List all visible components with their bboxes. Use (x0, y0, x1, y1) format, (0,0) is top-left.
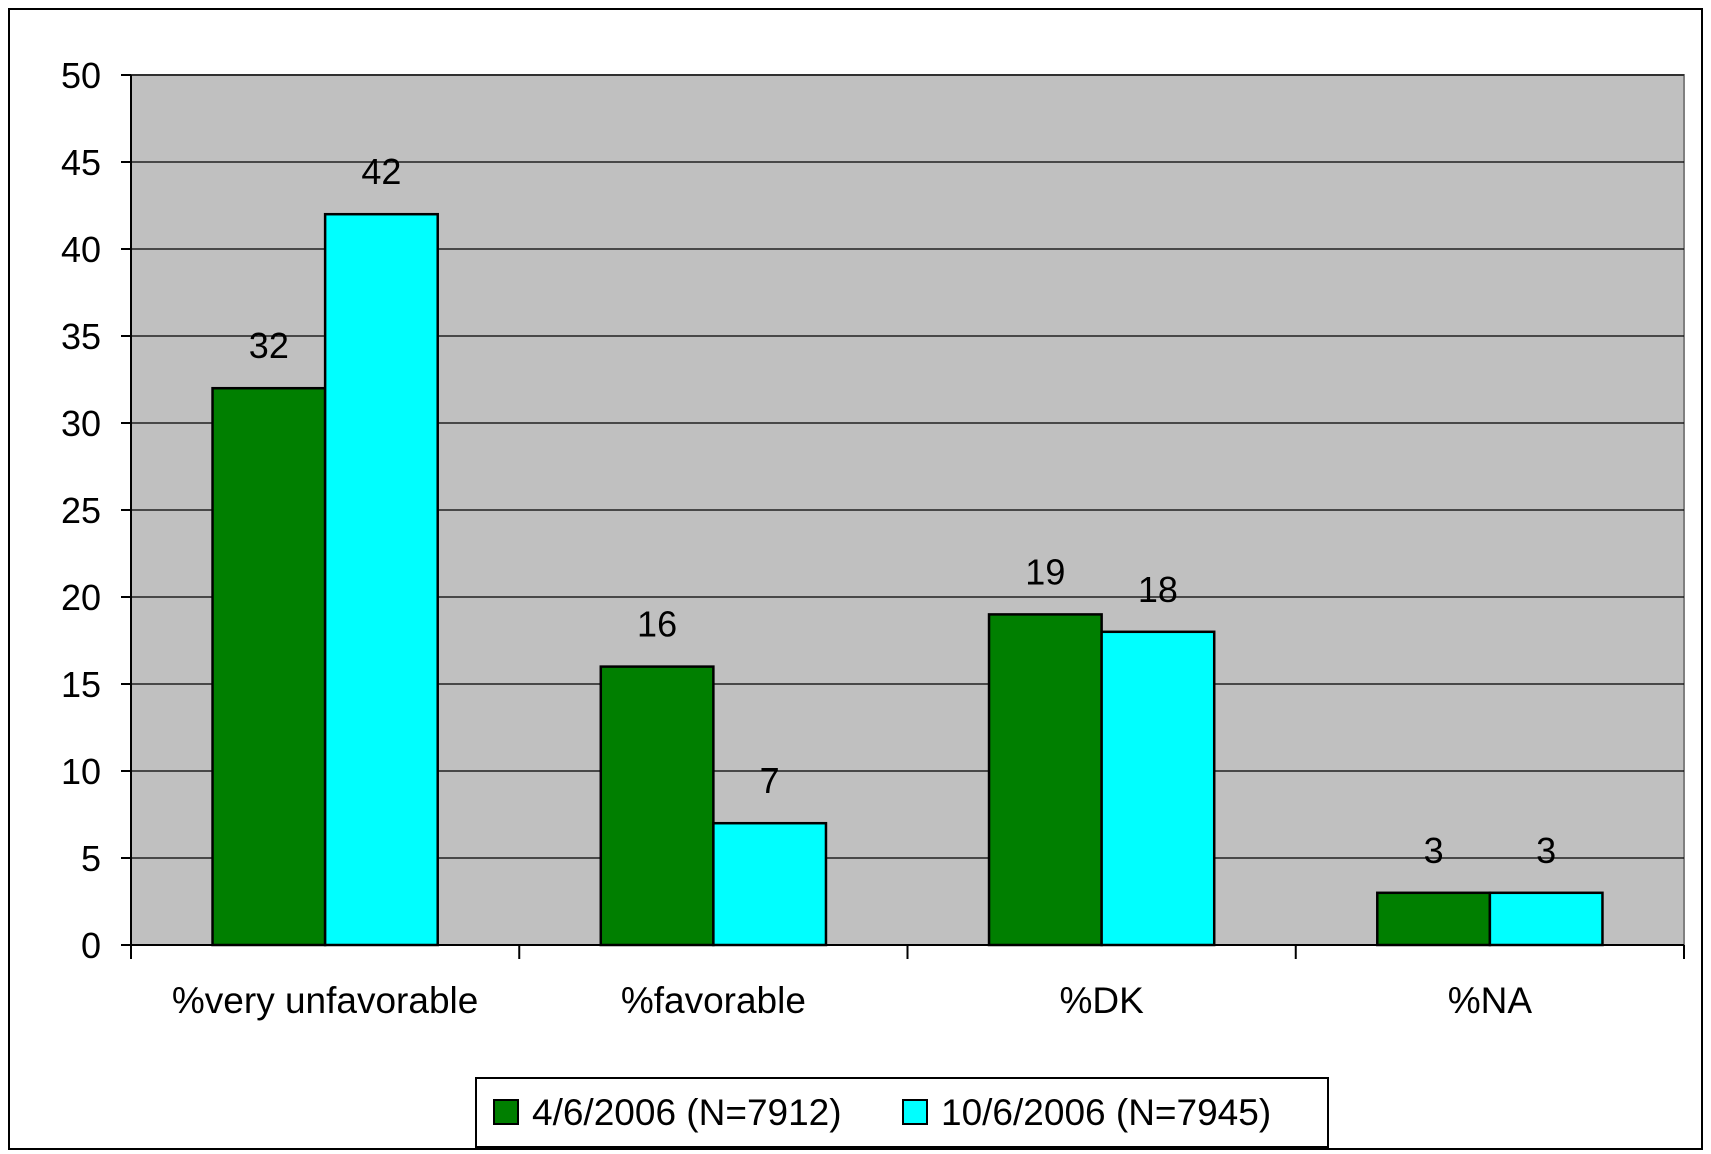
bar (712, 821, 828, 947)
legend-swatch (493, 1099, 519, 1125)
bar (599, 665, 715, 947)
y-tick-label: 45 (61, 142, 101, 183)
y-tick-label: 40 (61, 229, 101, 270)
legend: 4/6/2006 (N=7912) 10/6/2006 (N=7945) (475, 1077, 1329, 1148)
legend-swatch (902, 1099, 928, 1125)
bar (987, 613, 1103, 947)
bar (1376, 891, 1492, 947)
legend-box (475, 1077, 1329, 1148)
data-label: 7 (760, 760, 780, 801)
data-label: 18 (1138, 569, 1178, 610)
x-tick-label: %DK (1059, 980, 1144, 1021)
y-tick-label: 20 (61, 577, 101, 618)
y-tick-label: 25 (61, 490, 101, 531)
y-tick-label: 0 (81, 925, 101, 966)
bar (1100, 630, 1216, 947)
data-label: 32 (249, 325, 289, 366)
data-label: 19 (1025, 551, 1065, 592)
bar (1488, 891, 1604, 947)
y-tick-label: 35 (61, 316, 101, 357)
y-tick-label: 5 (81, 838, 101, 879)
y-tick-label: 10 (61, 751, 101, 792)
x-tick-label: %NA (1448, 980, 1533, 1021)
data-label: 42 (361, 151, 401, 192)
data-label: 3 (1424, 830, 1444, 871)
bar (323, 212, 439, 947)
legend-label: 10/6/2006 (N=7945) (941, 1092, 1271, 1133)
bars (211, 212, 1604, 947)
x-tick-label: %favorable (621, 980, 806, 1021)
bar (211, 386, 327, 947)
data-labels: 32 42 16 7 19 18 3 3 (249, 151, 1556, 871)
x-tick-label: %very unfavorable (172, 980, 478, 1021)
y-tick-label: 15 (61, 664, 101, 705)
y-tick-label: 30 (61, 403, 101, 444)
data-label: 3 (1536, 830, 1556, 871)
data-label: 16 (637, 604, 677, 645)
legend-label: 4/6/2006 (N=7912) (532, 1092, 842, 1133)
y-tick-label: 50 (61, 55, 101, 96)
y-axis: 0 5 10 15 20 25 30 35 40 45 50 (61, 55, 132, 966)
